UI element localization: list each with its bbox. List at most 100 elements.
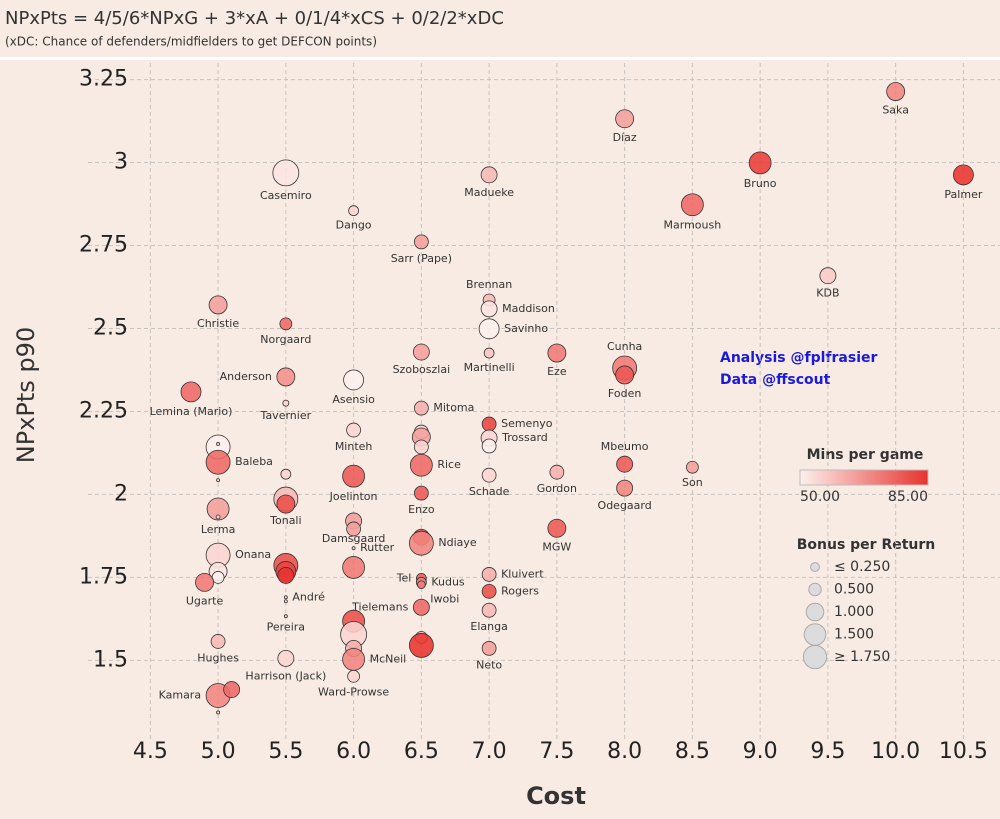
annotation: Analysis @fplfrasier: [720, 350, 877, 366]
bubble: [180, 381, 202, 403]
point-label: Joelinton: [329, 490, 378, 503]
bubble: [886, 82, 906, 101]
x-tick-label: 9.0: [743, 739, 778, 764]
point-label: Semenyo: [501, 417, 553, 430]
point-label: Gordon: [537, 482, 577, 495]
bubble: [223, 681, 241, 698]
point-label: McNeil: [370, 652, 407, 665]
point-label: Kudus: [431, 575, 465, 588]
bubble: [412, 598, 430, 616]
point-label: Iwobi: [430, 593, 459, 606]
bubble: [481, 467, 497, 483]
bubble: [210, 634, 226, 649]
point-label: Cunha: [607, 340, 642, 353]
header-divider: [0, 57, 1000, 60]
point-label: Enzo: [408, 503, 435, 516]
bubble: [342, 556, 365, 579]
bubble: [342, 464, 365, 488]
point-label: Martinelli: [464, 361, 515, 374]
point-label: Son: [682, 476, 703, 489]
bubble: [276, 367, 296, 387]
point-label: Ugarte: [186, 594, 224, 607]
point-label: Trossard: [501, 431, 548, 444]
point-label: Sarr (Pape): [391, 252, 452, 265]
bubble: [480, 166, 498, 184]
size-legend-label: 1.000: [834, 604, 874, 620]
point-label: Tielemans: [351, 600, 408, 613]
point-label: Díaz: [613, 131, 637, 144]
bubble: [748, 151, 772, 175]
point-label: Eze: [547, 365, 567, 378]
bubble: [277, 649, 295, 667]
bubble: [953, 164, 974, 186]
y-tick-label: 2: [114, 481, 128, 506]
point-label: Neto: [476, 658, 502, 671]
bubble: [549, 464, 565, 480]
bubble: [615, 365, 635, 385]
size-legend-label: ≥ 1.750: [834, 649, 890, 665]
point-label: Bruno: [744, 177, 777, 190]
bubble: [195, 572, 214, 592]
bubble: [480, 300, 498, 318]
y-tick-label: 2.75: [79, 233, 128, 258]
bubble: [280, 468, 292, 480]
point-label: Schade: [469, 485, 510, 498]
bubble: [413, 439, 429, 455]
bubble: [547, 518, 567, 538]
point-label: Minteh: [335, 440, 373, 453]
point-label: Anderson: [220, 370, 272, 383]
bubble: [819, 267, 837, 285]
bubble: [412, 343, 430, 361]
point-label: Palmer: [944, 188, 982, 201]
point-label: Tavernier: [260, 409, 312, 422]
bubble: [413, 400, 429, 416]
point-label: Ndiaye: [438, 536, 477, 549]
bubble: [413, 485, 429, 501]
point-label: KDB: [816, 287, 839, 300]
x-tick-label: 7.5: [539, 739, 574, 764]
bubble: [282, 399, 290, 407]
point-label: Szoboszlai: [393, 363, 451, 376]
color-legend-bar: [799, 469, 929, 486]
point-label: Elanga: [470, 620, 507, 633]
point-label: Pereira: [267, 621, 305, 634]
bubble: [346, 422, 361, 438]
bubble: [343, 369, 364, 391]
x-tick-label: 7.0: [472, 739, 507, 764]
x-axis-label: Cost: [526, 782, 586, 810]
point-label: Mitoma: [433, 401, 474, 414]
bubble: [481, 641, 497, 656]
bubble: [346, 521, 361, 537]
bubble: [483, 347, 495, 359]
chart-subtitle: (xDC: Chance of defenders/midfielders to…: [5, 35, 377, 49]
point-label: Savinho: [504, 322, 548, 335]
point-label: MGW: [542, 540, 571, 553]
bubble: [277, 566, 295, 584]
bubble: [481, 567, 497, 582]
x-tick-label: 10.0: [871, 739, 920, 764]
point-label: Baleba: [235, 455, 273, 468]
bubble: [409, 453, 433, 477]
color-legend-label: 85.00: [888, 489, 928, 505]
y-tick-label: 3: [114, 150, 128, 175]
y-tick-label: 3.25: [79, 67, 128, 92]
color-legend-label: 50.00: [800, 489, 840, 505]
point-label: Damsgaard: [322, 532, 385, 545]
x-tick-label: 10.5: [939, 739, 988, 764]
point-label: Odegaard: [598, 499, 652, 512]
point-label: Tel: [396, 571, 412, 584]
bubble: [216, 710, 221, 715]
chart-title: NPxPts = 4/5/6*NPxG + 3*xA + 0/1/4*xCS +…: [5, 8, 504, 29]
bubble: [276, 494, 296, 514]
bubble: [342, 647, 365, 671]
bubble: [408, 530, 434, 556]
size-legend-label: 1.500: [834, 627, 874, 643]
point-label: Dango: [336, 219, 372, 232]
size-legend-title: Bonus per Return: [797, 537, 936, 553]
bubble: [348, 205, 359, 217]
bubble: [215, 514, 221, 520]
bubble: [481, 416, 497, 432]
point-label: Marmoush: [664, 219, 722, 232]
size-legend-marker: [803, 623, 827, 646]
bubble: [205, 449, 231, 475]
